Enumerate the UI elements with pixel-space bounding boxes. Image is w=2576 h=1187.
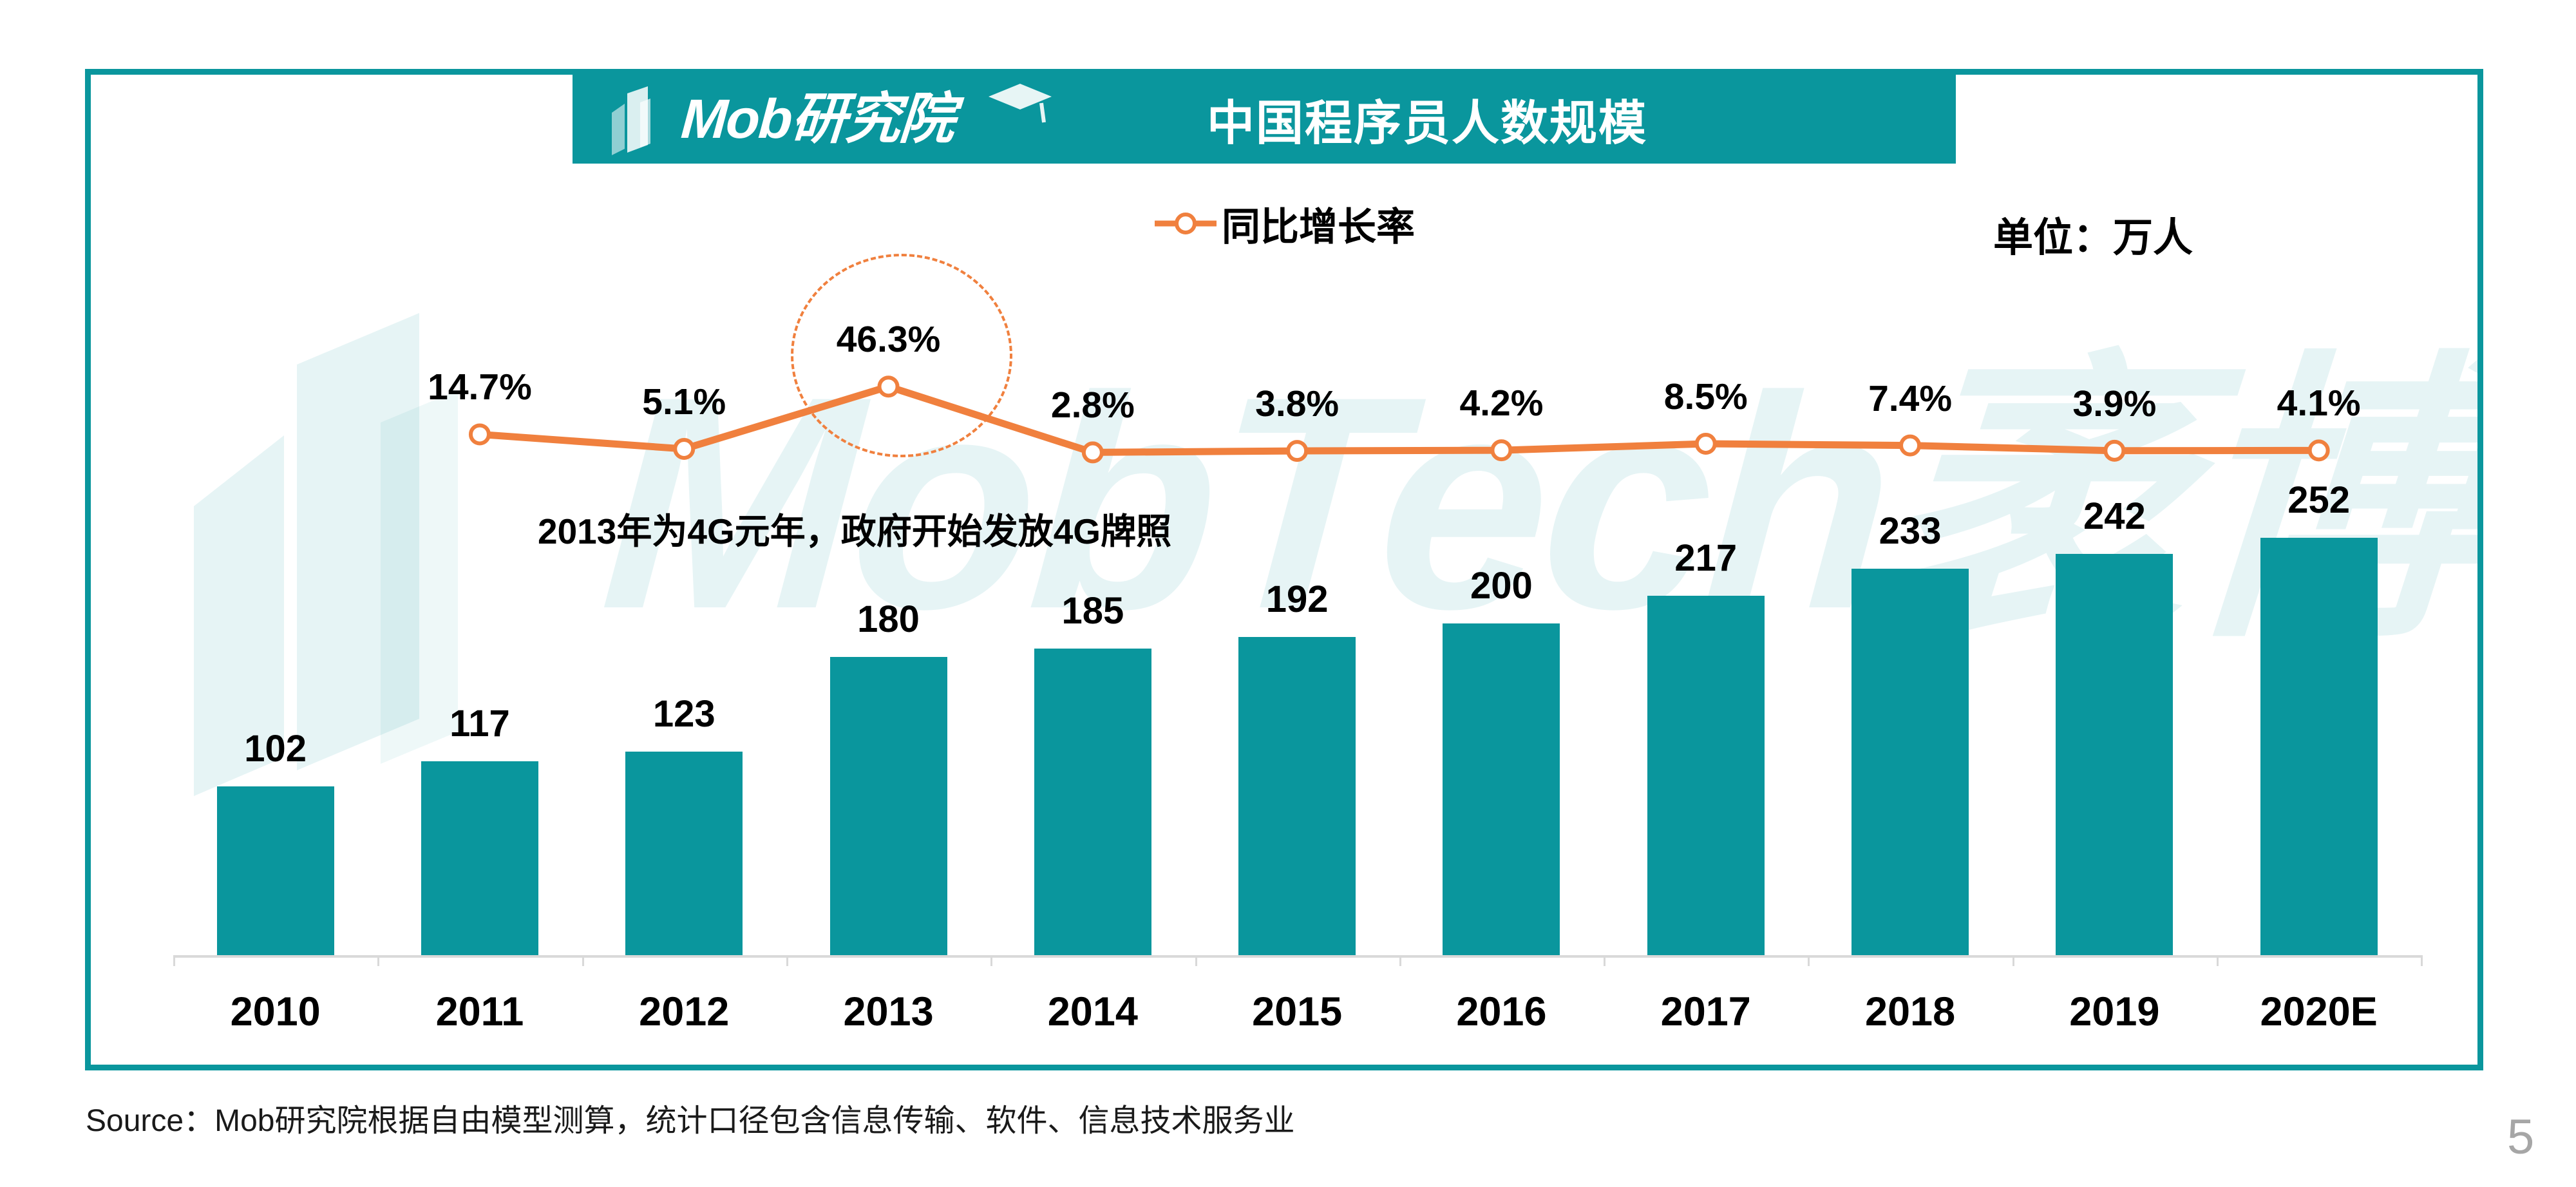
bar-2014 bbox=[1034, 648, 1151, 955]
x-axis-tick bbox=[1604, 955, 1606, 966]
bar-2015 bbox=[1238, 636, 1356, 955]
graduation-cap-icon bbox=[989, 84, 1052, 123]
bar-2017 bbox=[1647, 595, 1765, 955]
bar-value-label: 192 bbox=[1265, 578, 1329, 620]
x-axis-tick bbox=[377, 955, 380, 966]
growth-label-2011: 14.7% bbox=[428, 366, 532, 408]
plot-area: 102 2010 117 2011 123 2012 180 2013 185 2014 192 20… bbox=[91, 75, 2477, 1065]
bar-value-label: 252 bbox=[2287, 479, 2351, 521]
legend: 同比增长率 bbox=[1155, 202, 1415, 249]
unit-label: 单位：万人 bbox=[1993, 216, 2193, 260]
x-axis-tick bbox=[582, 955, 584, 966]
x-axis-tick bbox=[990, 955, 993, 966]
line-marker bbox=[1286, 440, 1309, 462]
title-banner: Mob研究院 中国程序员人数规模 bbox=[573, 75, 1956, 164]
x-axis-label-2017: 2017 bbox=[1660, 989, 1751, 1034]
growth-label-2018: 7.4% bbox=[1868, 377, 1952, 419]
bar-value-label: 217 bbox=[1674, 537, 1738, 579]
line-marker bbox=[1899, 434, 1922, 457]
bar-value-label: 185 bbox=[1061, 589, 1124, 632]
highlight-circle bbox=[791, 254, 1012, 457]
growth-label-2019: 3.9% bbox=[2072, 383, 2157, 424]
line-marker bbox=[877, 375, 900, 398]
bar-2013 bbox=[829, 656, 947, 955]
bar-2020E bbox=[2260, 537, 2378, 955]
x-axis-tick bbox=[173, 955, 175, 966]
growth-label-2013: 46.3% bbox=[836, 319, 941, 361]
bar-value-label: 200 bbox=[1470, 565, 1533, 607]
x-axis-label-2018: 2018 bbox=[1864, 989, 1956, 1034]
legend-label: 同比增长率 bbox=[1222, 205, 1415, 249]
x-axis-tick bbox=[1399, 955, 1401, 966]
x-axis-label-2016: 2016 bbox=[1456, 989, 1547, 1034]
growth-label-2017: 8.5% bbox=[1663, 376, 1748, 418]
x-axis-tick bbox=[2421, 955, 2423, 966]
bar-2018 bbox=[1852, 569, 1969, 955]
page-number: 5 bbox=[2507, 1110, 2535, 1164]
growth-label-2016: 4.2% bbox=[1459, 383, 1544, 424]
x-axis-tick bbox=[786, 955, 788, 966]
x-axis-label-2020E: 2020E bbox=[2260, 989, 2378, 1034]
x-axis-label-2012: 2012 bbox=[639, 989, 730, 1034]
growth-label-2020E: 4.1% bbox=[2277, 383, 2361, 424]
line-marker bbox=[1694, 433, 1717, 455]
annotation-text: 2013年为4G元年，政府开始发放4G牌照 bbox=[538, 511, 1172, 551]
bar-2019 bbox=[2056, 554, 2174, 955]
bar-2012 bbox=[625, 751, 743, 955]
x-axis-label-2019: 2019 bbox=[2069, 989, 2160, 1034]
bar-value-label: 180 bbox=[857, 598, 920, 640]
chart-title: 中国程序员人数规模 bbox=[1207, 96, 1647, 150]
x-axis-line bbox=[173, 955, 2421, 958]
bar-value-label: 233 bbox=[1879, 510, 1942, 553]
line-marker bbox=[1490, 439, 1513, 462]
line-marker bbox=[468, 423, 491, 446]
x-axis-label-2015: 2015 bbox=[1252, 989, 1343, 1034]
source-text: Source：Mob研究院根据自由模型测算，统计口径包含信息传输、软件、信息技术… bbox=[86, 1104, 1295, 1138]
growth-label-2015: 3.8% bbox=[1255, 383, 1340, 425]
mob-logo: Mob研究院 bbox=[608, 75, 956, 164]
line-marker bbox=[2103, 439, 2126, 462]
building-icon bbox=[612, 86, 650, 155]
bar-value-label: 123 bbox=[652, 692, 715, 735]
bar-2016 bbox=[1443, 623, 1560, 955]
growth-label-2014: 2.8% bbox=[1050, 385, 1135, 426]
bar-2010 bbox=[216, 786, 334, 955]
bar-2011 bbox=[421, 761, 538, 955]
line-marker bbox=[1081, 441, 1104, 464]
x-axis-tick bbox=[1808, 955, 1810, 966]
chart-frame: MobTech袤博 Mob研究院 中国程序员人数规模 bbox=[85, 69, 2483, 1070]
x-axis-label-2011: 2011 bbox=[435, 989, 524, 1034]
line-marker bbox=[2307, 439, 2330, 462]
growth-label-2012: 5.1% bbox=[642, 381, 726, 423]
bar-value-label: 117 bbox=[450, 702, 510, 745]
x-axis-tick bbox=[2012, 955, 2014, 966]
line-marker bbox=[673, 438, 696, 461]
x-axis-tick bbox=[2217, 955, 2219, 966]
line-series-marker-icon bbox=[1155, 213, 1217, 234]
bar-value-label: 242 bbox=[2083, 495, 2146, 538]
x-axis-label-2013: 2013 bbox=[843, 989, 934, 1034]
bar-value-label: 102 bbox=[244, 727, 307, 770]
x-axis-tick bbox=[1195, 955, 1197, 966]
x-axis-label-2010: 2010 bbox=[230, 989, 321, 1034]
x-axis-label-2014: 2014 bbox=[1047, 989, 1138, 1034]
